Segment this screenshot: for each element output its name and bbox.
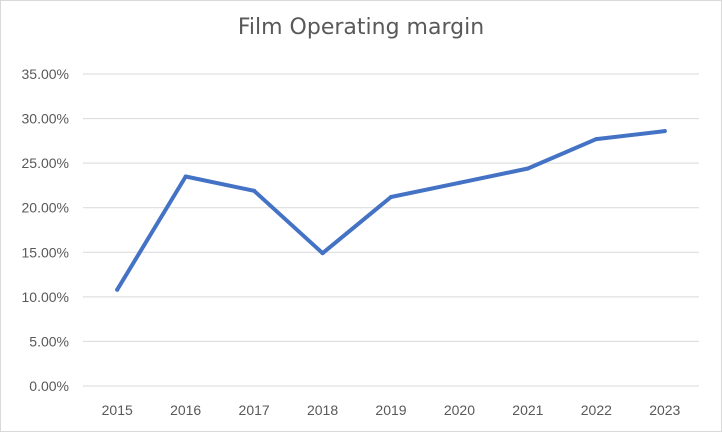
data-point [457,180,462,185]
y-axis-labels: 0.00% 5.00% 10.00% 15.00% 20.00% 25.00% 30.00%… [22,66,69,394]
x-tick-label: 2018 [307,402,338,418]
series-line [115,129,667,292]
x-tick-label: 2016 [170,402,201,418]
x-tick-label: 2021 [512,402,543,418]
x-axis-labels: 2015 2016 2017 2018 2019 2020 2021 2022 2023 [102,402,681,418]
data-point [662,129,667,134]
x-tick-label: 2017 [239,402,270,418]
y-tick-label: 0.00% [29,378,69,394]
data-point [183,174,188,179]
y-tick-label: 35.00% [22,66,69,82]
y-tick-label: 15.00% [22,244,69,260]
x-tick-label: 2023 [649,402,680,418]
y-tick-label: 10.00% [22,289,69,305]
chart-title: Film Operating margin [237,15,485,40]
x-tick-label: 2015 [102,402,133,418]
series-layer [115,129,667,292]
data-point [525,166,530,171]
gridlines [83,73,699,387]
data-point [320,251,325,256]
data-point [594,137,599,142]
data-point [389,195,393,200]
x-tick-label: 2019 [375,402,406,418]
y-tick-label: 5.00% [29,333,69,349]
x-tick-label: 2022 [581,402,612,418]
data-point [115,287,120,292]
y-tick-label: 30.00% [22,111,69,127]
x-tick-label: 2020 [444,402,475,418]
y-tick-label: 25.00% [22,155,69,171]
data-point [252,188,257,193]
y-tick-label: 20.00% [22,200,69,216]
